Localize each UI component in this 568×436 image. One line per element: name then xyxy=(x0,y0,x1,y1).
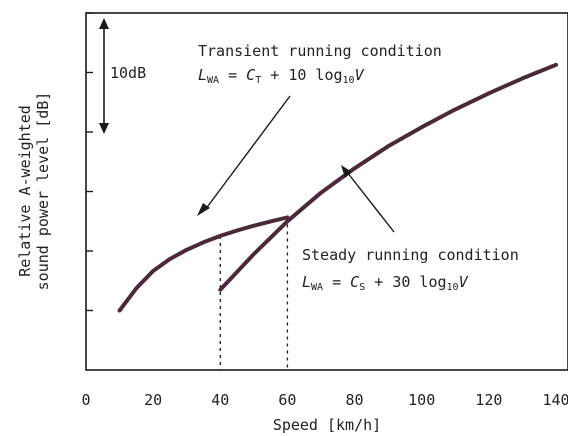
scale-bar-arrow-down-icon xyxy=(99,123,109,134)
x-tick-label-2: 40 xyxy=(211,391,229,409)
steady-title: Steady running condition xyxy=(302,246,519,264)
y-ticks xyxy=(86,13,93,311)
dotted-guides xyxy=(220,217,287,370)
scale-bar-label: 10dB xyxy=(110,64,146,82)
x-tick-label-5: 100 xyxy=(408,391,435,409)
steady-formula: LWA = CS + 30 log10V xyxy=(302,273,469,293)
x-tick-label-6: 120 xyxy=(475,391,502,409)
x-tick-label-3: 60 xyxy=(278,391,296,409)
x-tick-label-1: 20 xyxy=(144,391,162,409)
x-tick-label-4: 80 xyxy=(346,391,364,409)
steady-arrow-line xyxy=(347,172,394,232)
scale-bar: 10dB xyxy=(99,18,146,134)
transient-title: Transient running condition xyxy=(198,42,442,60)
y-axis-label: Relative A-weighted sound power level [d… xyxy=(16,92,52,291)
x-tick-labels: 0 20 40 60 80 100 120 140 xyxy=(81,391,568,409)
scale-bar-arrow-up-icon xyxy=(99,18,109,29)
y-axis-label-line1: Relative A-weighted xyxy=(16,105,34,277)
transient-formula: LWA = CT + 10 log10V xyxy=(198,66,365,86)
series-line-0 xyxy=(120,217,288,310)
x-tick-label-0: 0 xyxy=(81,391,90,409)
x-axis-label: Speed [km/h] xyxy=(273,416,381,434)
x-tick-label-7: 140 xyxy=(542,391,568,409)
transient-arrow-line xyxy=(205,96,290,210)
y-axis-label-line2: sound power level [dB] xyxy=(34,92,52,291)
